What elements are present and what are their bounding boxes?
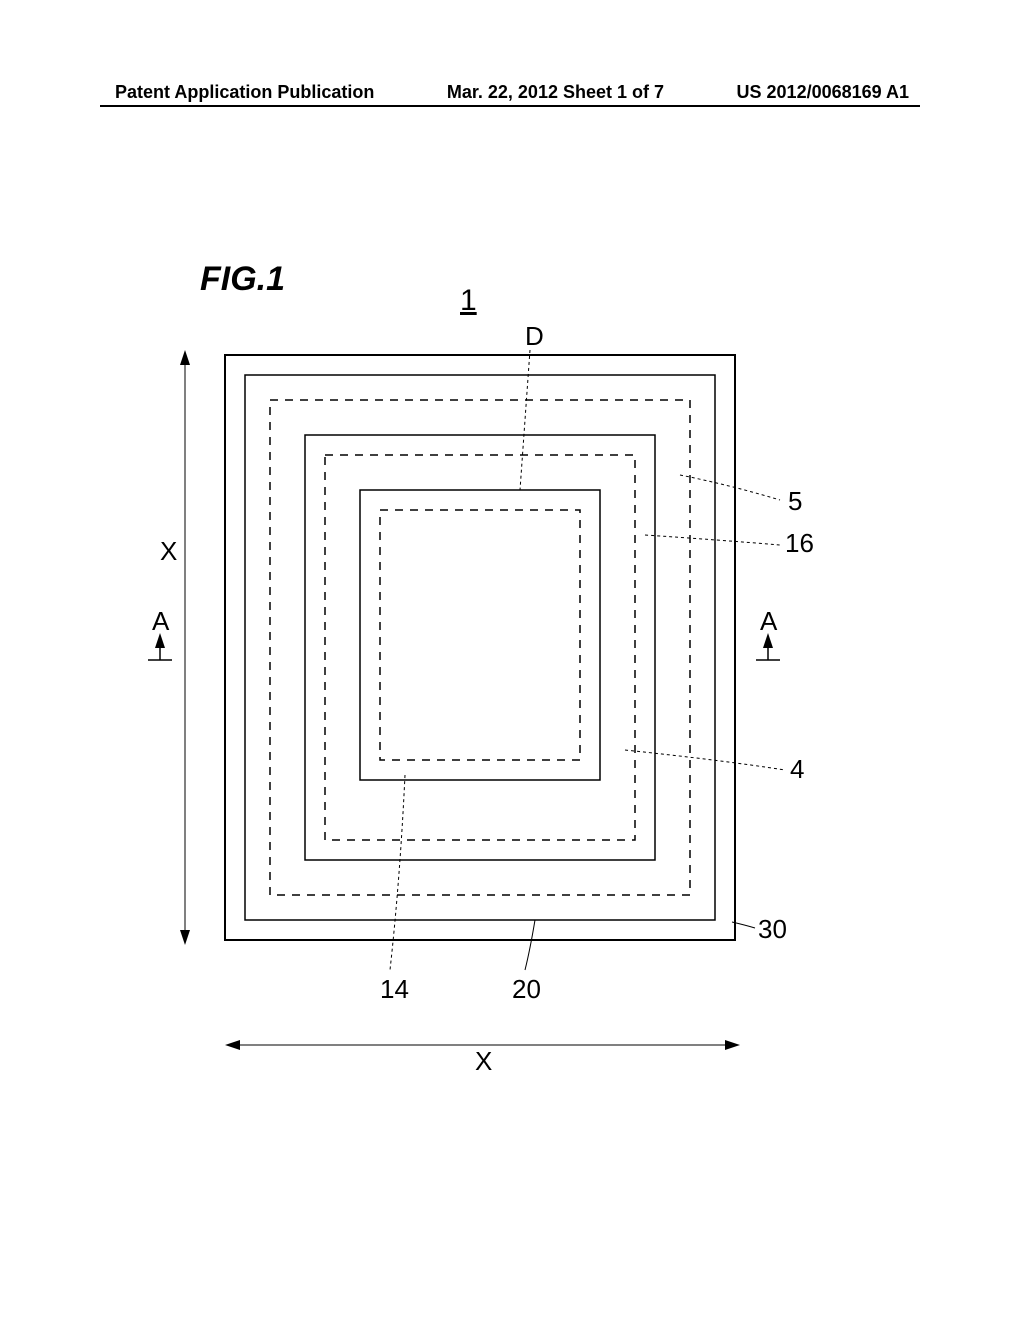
rect-dash-14 [380, 510, 580, 760]
label-d: D [525, 321, 544, 351]
rect-solid-D [360, 490, 600, 780]
label-30: 30 [758, 914, 787, 944]
page-header: Patent Application Publication Mar. 22, … [0, 82, 1024, 103]
leader-d [520, 350, 530, 490]
header-publication: Patent Application Publication [115, 82, 374, 103]
label-x-left: X [160, 536, 177, 566]
reference-1: 1 [460, 284, 477, 318]
header-divider [100, 105, 920, 107]
arrow-up-icon [180, 350, 190, 365]
diagram-svg: X X A A D 5 16 [130, 320, 890, 1100]
rect-dash-4 [325, 455, 635, 840]
rect-solid-16 [305, 435, 655, 860]
arrow-left-icon [225, 1040, 240, 1050]
header-date-sheet: Mar. 22, 2012 Sheet 1 of 7 [374, 82, 736, 103]
leader-20 [525, 920, 535, 970]
label-a-right: A [760, 606, 778, 636]
diagram-svg-wrap: X X A A D 5 16 [130, 320, 890, 1105]
rect-dash-5 [270, 400, 690, 895]
label-a-left: A [152, 606, 170, 636]
header-pub-number: US 2012/0068169 A1 [737, 82, 909, 103]
leader-4 [625, 750, 785, 770]
figure-title: FIG.1 [200, 260, 285, 299]
label-4: 4 [790, 754, 804, 784]
label-14: 14 [380, 974, 409, 1004]
rect-inner-20 [245, 375, 715, 920]
arrow-down-icon [180, 930, 190, 945]
rect-outer-30 [225, 355, 735, 940]
arrow-right-icon [725, 1040, 740, 1050]
label-5: 5 [788, 486, 802, 516]
label-x-bottom: X [475, 1046, 492, 1076]
label-16: 16 [785, 528, 814, 558]
leader-5 [680, 475, 780, 500]
leader-16 [645, 535, 780, 545]
label-20: 20 [512, 974, 541, 1004]
